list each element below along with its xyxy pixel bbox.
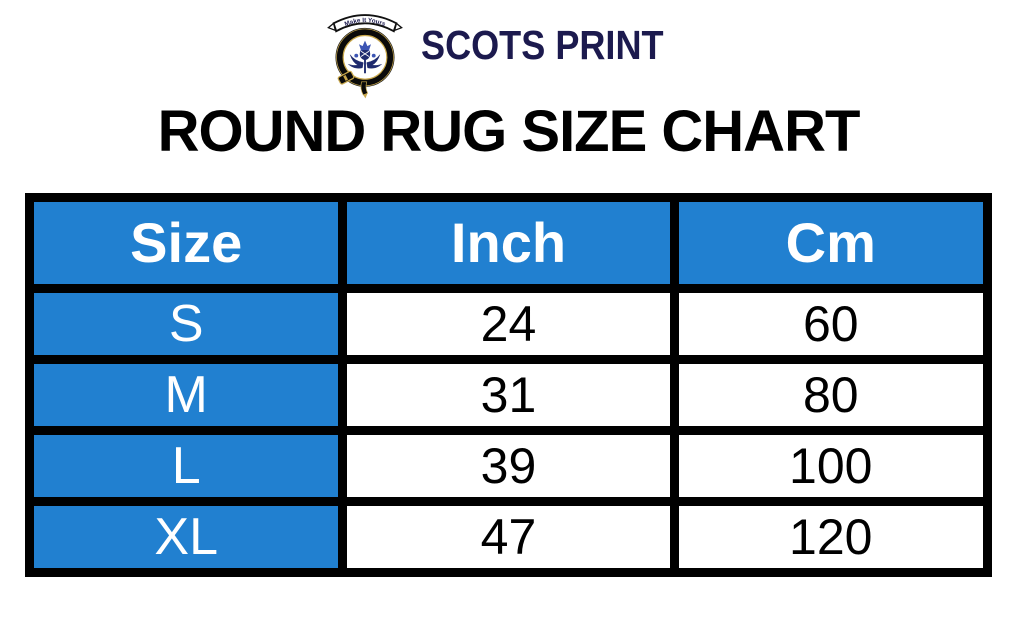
column-header-cm: Cm	[678, 201, 983, 284]
cm-cell: 60	[678, 292, 983, 355]
brand-name: SCOTS PRINT	[420, 22, 664, 68]
table-row: M 31 80	[34, 363, 983, 426]
brand-header: Make It Yours	[0, 0, 1017, 100]
size-cell: S	[34, 292, 339, 355]
column-header-inch: Inch	[347, 201, 670, 284]
cm-cell: 120	[678, 505, 983, 568]
page-title: ROUND RUG SIZE CHART	[157, 99, 861, 164]
inch-cell: 47	[347, 505, 670, 568]
column-header-size: Size	[34, 201, 339, 284]
table-row: L 39 100	[34, 434, 983, 497]
cm-cell: 80	[678, 363, 983, 426]
crest-motto: Make It Yours	[343, 17, 386, 28]
table-row: XL 47 120	[34, 505, 983, 568]
table-header-row: Size Inch Cm	[34, 201, 983, 284]
brand-crest-icon: Make It Yours	[326, 13, 403, 98]
svg-text:Make It Yours: Make It Yours	[343, 17, 386, 28]
size-chart-table: Size Inch Cm S 24 60 M 31 80 L 39 100 XL…	[25, 192, 992, 577]
inch-cell: 24	[347, 292, 670, 355]
size-cell: L	[34, 434, 339, 497]
inch-cell: 39	[347, 434, 670, 497]
inch-cell: 31	[347, 363, 670, 426]
size-cell: XL	[34, 505, 339, 568]
size-cell: M	[34, 363, 339, 426]
table-row: S 24 60	[34, 292, 983, 355]
cm-cell: 100	[678, 434, 983, 497]
